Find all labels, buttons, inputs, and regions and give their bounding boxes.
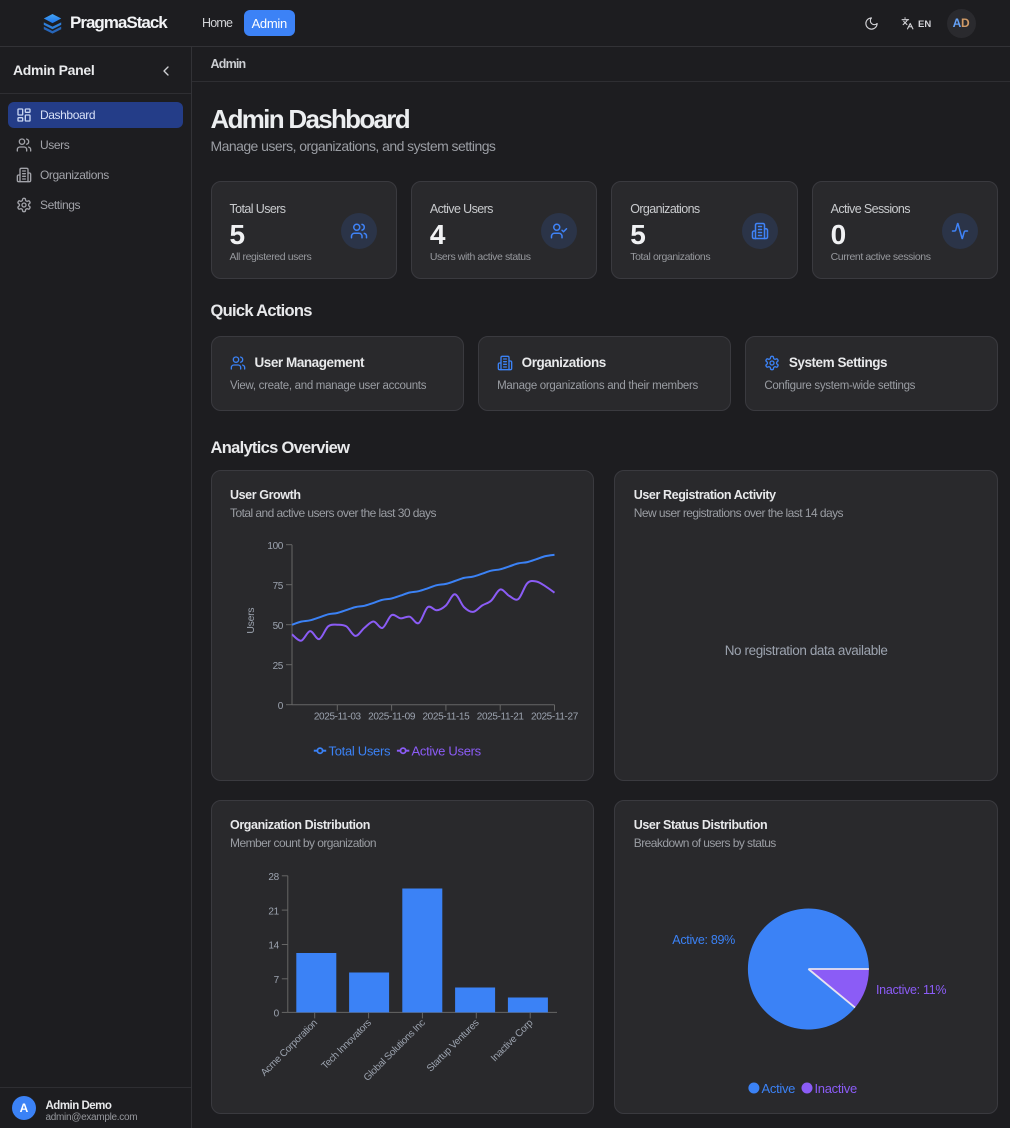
svg-text:2025-11-15: 2025-11-15	[422, 712, 470, 723]
svg-text:2025-11-21: 2025-11-21	[476, 712, 524, 723]
svg-text:0: 0	[273, 1008, 279, 1019]
svg-text:Inactive Corp: Inactive Corp	[489, 1017, 536, 1064]
svg-text:Active: 89%: Active: 89%	[673, 933, 736, 947]
svg-text:7: 7	[273, 975, 279, 986]
svg-text:0: 0	[277, 701, 283, 712]
svg-text:28: 28	[268, 872, 279, 883]
svg-text:Tech Innovators: Tech Innovators	[319, 1017, 373, 1071]
svg-text:Startup Ventures: Startup Ventures	[424, 1017, 481, 1074]
svg-text:Active Users: Active Users	[411, 744, 481, 759]
svg-text:Acme Corporation: Acme Corporation	[259, 1018, 320, 1079]
svg-text:Users: Users	[245, 608, 257, 634]
svg-text:Inactive: 11%: Inactive: 11%	[876, 983, 946, 997]
svg-text:75: 75	[272, 581, 283, 592]
svg-text:2025-11-03: 2025-11-03	[313, 712, 361, 723]
svg-text:Total Users: Total Users	[328, 744, 391, 759]
svg-text:2025-11-27: 2025-11-27	[531, 712, 579, 723]
svg-text:Inactive: Inactive	[815, 1081, 857, 1096]
svg-text:100: 100	[267, 541, 283, 552]
svg-text:21: 21	[268, 906, 279, 917]
svg-text:Active: Active	[762, 1081, 796, 1096]
svg-text:25: 25	[272, 661, 283, 672]
svg-text:2025-11-09: 2025-11-09	[368, 712, 416, 723]
svg-text:14: 14	[268, 941, 279, 952]
svg-text:50: 50	[272, 621, 283, 632]
